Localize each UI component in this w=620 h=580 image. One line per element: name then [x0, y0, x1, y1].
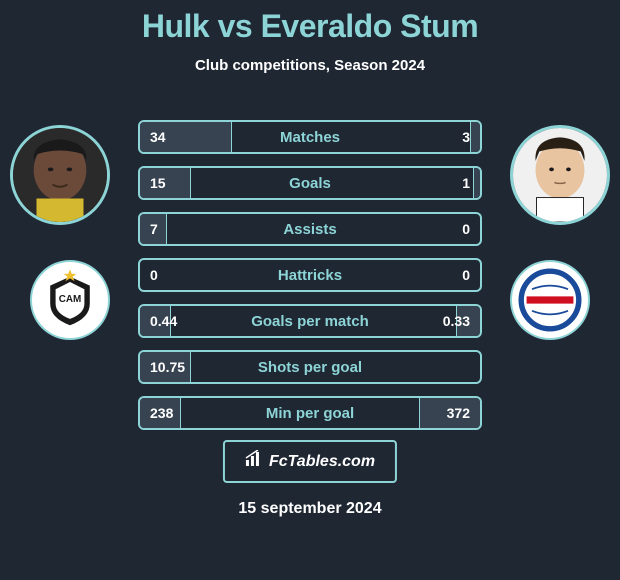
stat-label: Matches — [280, 129, 340, 146]
stat-row: 15 1 Goals — [138, 166, 482, 200]
svg-text:CAM: CAM — [59, 294, 82, 305]
page-title: Hulk vs Everaldo Stum — [0, 0, 620, 45]
date-label: 15 september 2024 — [238, 500, 381, 518]
stat-value-right: 0 — [462, 221, 470, 237]
stat-label: Assists — [283, 221, 336, 238]
stat-label: Hattricks — [278, 267, 342, 284]
chart-icon — [245, 450, 263, 473]
stat-value-left: 0.44 — [150, 313, 177, 329]
stat-row: 0 0 Hattricks — [138, 258, 482, 292]
club-left-badge: CAM — [30, 260, 110, 340]
stat-value-right: 3 — [462, 129, 470, 145]
stat-value-left: 15 — [150, 175, 166, 191]
stat-value-left: 34 — [150, 129, 166, 145]
stats-container: 34 3 Matches 15 1 Goals 7 0 Assists 0 0 Hattricks 0.… — [138, 120, 482, 442]
stat-value-right: 0 — [462, 267, 470, 283]
club-right-badge — [510, 260, 590, 340]
stat-row: 10.75 Shots per goal — [138, 350, 482, 384]
stat-value-left: 238 — [150, 405, 173, 421]
player-left-avatar — [10, 125, 110, 225]
stat-label: Min per goal — [266, 405, 354, 422]
stat-bar-right — [470, 122, 480, 152]
brand-label: FcTables.com — [269, 453, 375, 471]
stat-row: 0.44 0.33 Goals per match — [138, 304, 482, 338]
stat-row: 238 372 Min per goal — [138, 396, 482, 430]
stat-value-right: 0.33 — [443, 313, 470, 329]
stat-row: 7 0 Assists — [138, 212, 482, 246]
stat-value-left: 0 — [150, 267, 158, 283]
brand-badge: FcTables.com — [223, 440, 397, 483]
stat-label: Goals per match — [251, 313, 369, 330]
subtitle: Club competitions, Season 2024 — [0, 57, 620, 74]
stat-value-right: 1 — [462, 175, 470, 191]
stat-label: Shots per goal — [258, 359, 362, 376]
stat-value-left: 7 — [150, 221, 158, 237]
stat-value-right: 372 — [447, 405, 470, 421]
stat-label: Goals — [289, 175, 331, 192]
stat-row: 34 3 Matches — [138, 120, 482, 154]
stat-value-left: 10.75 — [150, 359, 185, 375]
player-right-avatar — [510, 125, 610, 225]
stat-bar-right — [473, 168, 480, 198]
